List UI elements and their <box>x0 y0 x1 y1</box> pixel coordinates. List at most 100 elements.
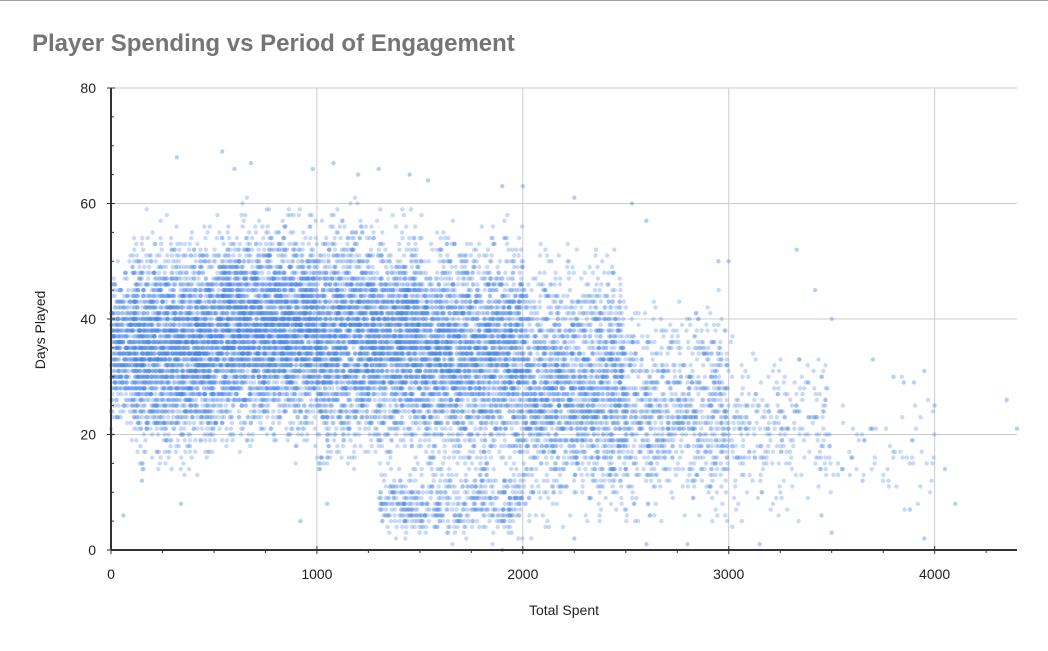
data-point <box>140 391 145 397</box>
data-point <box>151 316 156 322</box>
data-point <box>186 466 192 472</box>
data-point <box>261 397 267 403</box>
data-point <box>115 316 121 322</box>
data-point <box>193 449 198 454</box>
data-point <box>297 305 302 310</box>
data-point <box>169 374 174 379</box>
data-point <box>277 397 282 403</box>
data-point <box>208 282 214 287</box>
data-point <box>172 339 177 345</box>
chart-title: Player Spending vs Period of Engagement <box>32 30 515 57</box>
data-point <box>245 293 250 299</box>
data-point <box>262 247 267 252</box>
data-point <box>312 426 318 431</box>
data-point <box>208 322 213 327</box>
data-point <box>146 276 151 281</box>
data-point <box>112 287 117 293</box>
data-point <box>152 276 157 281</box>
data-point <box>116 374 122 379</box>
data-point <box>197 287 203 293</box>
data-point <box>123 334 128 339</box>
data-point <box>225 230 230 235</box>
data-point <box>151 270 156 275</box>
data-point <box>205 368 210 374</box>
data-point <box>166 455 171 460</box>
data-point <box>154 403 160 408</box>
data-point <box>264 432 270 437</box>
data-point <box>131 339 136 345</box>
data-point <box>154 426 159 431</box>
data-point <box>207 259 212 264</box>
data-point <box>238 299 243 304</box>
data-point <box>225 363 230 368</box>
data-point <box>276 287 282 293</box>
data-point <box>213 380 218 385</box>
data-point <box>153 368 158 374</box>
data-point <box>162 345 167 351</box>
data-point <box>168 328 173 333</box>
data-point <box>112 334 118 339</box>
data-point <box>139 241 144 247</box>
data-point <box>156 432 161 437</box>
data-point <box>144 334 149 339</box>
data-point <box>164 299 169 304</box>
data-point <box>193 368 198 374</box>
data-point <box>313 235 318 241</box>
data-point <box>203 449 208 454</box>
data-point <box>309 420 315 426</box>
data-point <box>124 368 129 374</box>
data-point <box>121 339 126 345</box>
data-point <box>271 276 276 281</box>
data-point <box>238 264 243 270</box>
data-point <box>138 345 143 351</box>
data-point <box>116 368 121 374</box>
data-point <box>168 443 173 449</box>
data-point <box>169 363 174 368</box>
data-point <box>231 380 237 385</box>
data-point <box>119 287 124 293</box>
data-point <box>222 374 228 379</box>
data-point <box>224 438 230 443</box>
data-point <box>221 241 226 247</box>
data-point <box>140 235 145 241</box>
data-point <box>157 334 163 339</box>
data-point <box>202 374 207 379</box>
data-point <box>294 253 299 258</box>
data-point <box>185 374 190 379</box>
data-point <box>197 270 202 275</box>
data-point <box>173 259 179 264</box>
data-point <box>181 287 186 293</box>
data-point <box>116 311 122 316</box>
data-point <box>244 195 250 200</box>
data-point <box>122 299 127 304</box>
data-point <box>127 299 133 304</box>
data-point <box>305 386 310 391</box>
data-point <box>188 299 193 304</box>
data-point <box>164 316 169 322</box>
data-point <box>121 334 126 339</box>
data-point <box>182 299 188 304</box>
data-point <box>125 345 130 351</box>
data-point <box>134 305 140 310</box>
data-point <box>224 426 229 431</box>
data-point <box>125 322 130 327</box>
data-point <box>147 305 153 310</box>
data-point <box>137 363 143 368</box>
data-point <box>275 299 280 304</box>
data-point <box>185 282 191 287</box>
data-point <box>113 351 118 356</box>
data-point <box>111 322 116 327</box>
data-point <box>159 247 164 252</box>
data-point <box>141 339 146 345</box>
data-point <box>193 322 199 327</box>
data-point <box>195 415 200 420</box>
data-point <box>185 311 190 316</box>
data-point <box>116 403 121 408</box>
data-point <box>115 345 120 351</box>
data-point <box>194 316 199 322</box>
data-point <box>181 305 186 310</box>
data-point <box>302 351 308 356</box>
data-point <box>112 380 117 385</box>
data-point <box>146 368 151 374</box>
data-point <box>113 357 119 362</box>
